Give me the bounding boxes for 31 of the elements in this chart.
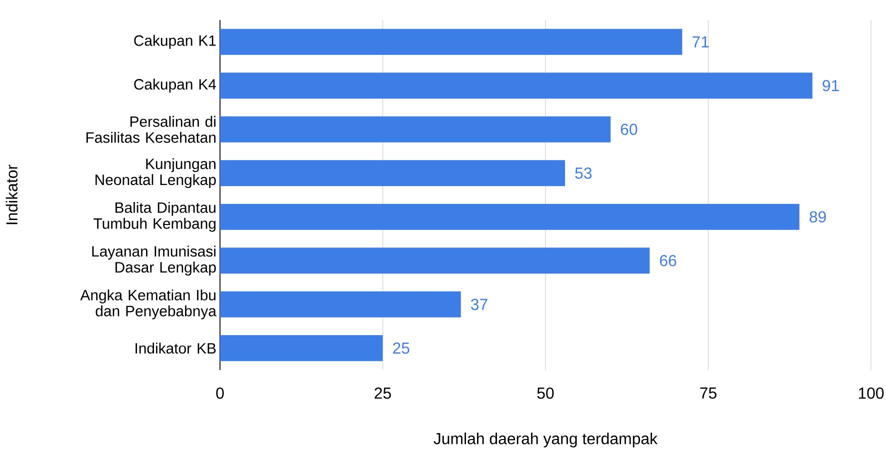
x-axis-title: Jumlah daerah yang terdampak xyxy=(434,432,658,448)
data-label: 71 xyxy=(692,36,709,48)
y-axis-title: Indikator xyxy=(6,164,18,224)
bar xyxy=(220,204,800,230)
data-label: 37 xyxy=(471,298,488,310)
y-tick-label: Kunjungan Neonatal Lengkap xyxy=(96,158,216,188)
y-tick-label: Layanan Imunisasi Dasar Lengkap xyxy=(92,246,216,276)
y-tick-label: Cakupan K4 xyxy=(134,78,216,93)
data-label: 53 xyxy=(575,167,592,179)
y-tick-label: Angka Kematian Ibu dan Penyebabnya xyxy=(80,289,216,320)
bar xyxy=(220,248,650,274)
data-label: 91 xyxy=(822,80,839,92)
bar xyxy=(220,291,461,318)
bar xyxy=(220,72,812,99)
x-tick-label: 50 xyxy=(537,388,554,399)
x-tick-label: 75 xyxy=(700,388,716,399)
bar xyxy=(220,28,682,55)
x-tick-label: 100 xyxy=(858,388,884,399)
data-label: 25 xyxy=(393,342,410,354)
bar xyxy=(220,160,566,186)
data-label: 66 xyxy=(660,254,676,266)
y-tick-label: Persalinan di Fasilitas Kesehatan xyxy=(86,116,216,143)
y-tick-label: Balita Dipantau Tumbuh Kembang xyxy=(94,202,216,232)
y-tick-label: Cakupan K1 xyxy=(134,34,216,49)
data-label: 60 xyxy=(620,124,638,136)
x-tick-label: 0 xyxy=(216,388,224,399)
bar xyxy=(220,335,383,362)
bar xyxy=(220,116,611,142)
y-tick-label: Indikator KB xyxy=(136,342,216,354)
data-label: 89 xyxy=(810,211,826,223)
x-tick-label: 25 xyxy=(374,388,391,399)
